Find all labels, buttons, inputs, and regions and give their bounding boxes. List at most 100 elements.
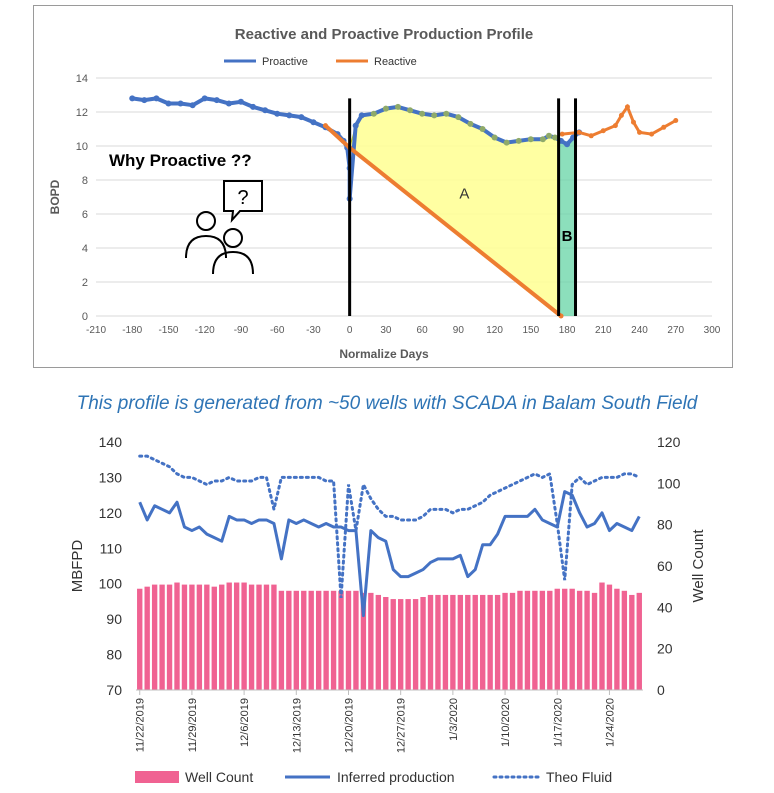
- proactive-point: [545, 132, 552, 139]
- well-count-bar: [629, 594, 635, 690]
- well-count-bar: [144, 586, 150, 690]
- chart1-xtick-label: 60: [417, 325, 429, 336]
- speech-bubble: [223, 180, 263, 224]
- chart1-ylabel: BOPD: [48, 179, 62, 214]
- well-count-bar: [509, 592, 516, 690]
- chart1-xtick-label: -150: [158, 325, 178, 336]
- chart2-y2tick-label: 0: [657, 682, 665, 698]
- well-count-bar: [450, 594, 456, 690]
- chart-reactive-proactive: Reactive and Proactive Production Profil…: [33, 5, 733, 368]
- well-count-bar: [248, 584, 255, 690]
- well-count-bar: [405, 599, 411, 690]
- legend-proactive-label: Proactive: [262, 56, 308, 68]
- chart1-svg: Reactive and Proactive Production Profil…: [48, 26, 721, 361]
- well-count-bar: [174, 582, 180, 690]
- proactive-point: [467, 120, 474, 127]
- well-count-bar: [315, 590, 322, 690]
- well-count-bar: [554, 588, 560, 690]
- well-count-bar: [226, 582, 232, 690]
- well-count-bar: [390, 599, 396, 690]
- well-count-bar: [442, 594, 449, 690]
- chart2-y2tick-label: 100: [657, 475, 681, 491]
- chart2-xtick-label: 12/20/2019: [343, 698, 355, 753]
- chart2-ytick-label: 70: [106, 682, 122, 698]
- chart1-ytick-label: 14: [76, 73, 88, 85]
- chart2-xtick-label: 11/29/2019: [187, 698, 199, 752]
- person-right-head: [223, 228, 243, 248]
- reactive-point: [322, 123, 328, 129]
- chart1-ytick-label: 6: [82, 209, 88, 221]
- chart2-y2tick-label: 80: [657, 517, 673, 533]
- chart2-ytick-label: 100: [99, 576, 123, 592]
- proactive-point: [262, 107, 269, 114]
- well-count-bar: [584, 590, 590, 690]
- chart1-xtick-label: 300: [704, 325, 721, 336]
- reactive-point: [661, 124, 667, 130]
- reactive-point: [624, 104, 630, 110]
- chart2-xtick-label: 12/27/2019: [396, 698, 408, 753]
- well-count-bar: [576, 590, 583, 690]
- well-count-bar: [196, 584, 203, 690]
- chart2-ytick-label: 120: [99, 505, 123, 521]
- proactive-point: [310, 119, 317, 126]
- proactive-point: [201, 95, 208, 102]
- proactive-point: [358, 112, 365, 119]
- well-count-bar: [181, 584, 188, 690]
- well-count-bar: [271, 584, 277, 690]
- proactive-point: [394, 103, 401, 110]
- chart1-xtick-label: 180: [559, 325, 576, 336]
- region-b: [558, 135, 576, 316]
- reactive-point: [673, 118, 679, 123]
- well-count-bar: [591, 592, 598, 690]
- well-count-bar: [465, 594, 471, 690]
- proactive-point: [298, 114, 305, 121]
- chart2-xtick-label: 1/10/2020: [500, 698, 512, 747]
- chart2-ytick-label: 130: [99, 469, 123, 485]
- chart1-xtick-label: 90: [453, 325, 465, 336]
- chart1-ytick-label: 10: [76, 141, 88, 153]
- person-right-body: [212, 250, 254, 275]
- reactive-point: [600, 128, 606, 134]
- chart2-ylabel: MBFPD: [69, 540, 86, 593]
- chart1-title: Reactive and Proactive Production Profil…: [235, 26, 533, 43]
- proactive-point: [419, 110, 426, 117]
- well-count-bar: [375, 594, 382, 690]
- well-count-bar: [606, 584, 613, 690]
- well-count-bar: [636, 592, 642, 690]
- proactive-point: [165, 100, 172, 107]
- chart1-xtick-label: 30: [380, 325, 392, 336]
- proactive-point: [539, 136, 546, 143]
- well-count-bar: [457, 594, 464, 690]
- well-count-bar: [524, 590, 531, 690]
- chart2-ytick-label: 140: [99, 434, 123, 450]
- label-region-a: A: [459, 186, 469, 203]
- well-count-bar: [151, 584, 158, 690]
- chart2-xtick-label: 1/24/2020: [604, 698, 616, 747]
- reactive-point: [618, 112, 624, 118]
- chart2-ytick-label: 80: [106, 647, 122, 663]
- well-count-bar: [345, 590, 352, 690]
- legend-theo-label: Theo Fluid: [546, 769, 612, 785]
- well-count-bar: [241, 582, 247, 690]
- chart2-xtick-label: 1/3/2020: [448, 698, 460, 741]
- well-count-bar: [286, 590, 292, 690]
- well-count-bar: [472, 594, 478, 690]
- chart1-xtick-label: 150: [522, 325, 539, 336]
- well-count-bar: [397, 599, 404, 690]
- chart1-ytick-label: 8: [82, 175, 88, 187]
- legend-well-count-label: Well Count: [185, 769, 253, 785]
- well-count-bar: [368, 592, 374, 690]
- proactive-point: [479, 126, 486, 132]
- people-discussion-icon: [185, 180, 263, 275]
- well-count-bar: [539, 590, 546, 690]
- series-theo-fluid: [138, 454, 641, 598]
- well-count-bar: [256, 584, 262, 690]
- label-region-b: B: [562, 228, 573, 245]
- reactive-point: [612, 123, 618, 129]
- chart1-xtick-label: -210: [86, 325, 106, 336]
- proactive-point: [177, 100, 184, 107]
- proactive-point: [503, 139, 510, 146]
- well-count-bar: [353, 590, 359, 690]
- proactive-point: [286, 112, 293, 119]
- reactive-point: [649, 131, 655, 137]
